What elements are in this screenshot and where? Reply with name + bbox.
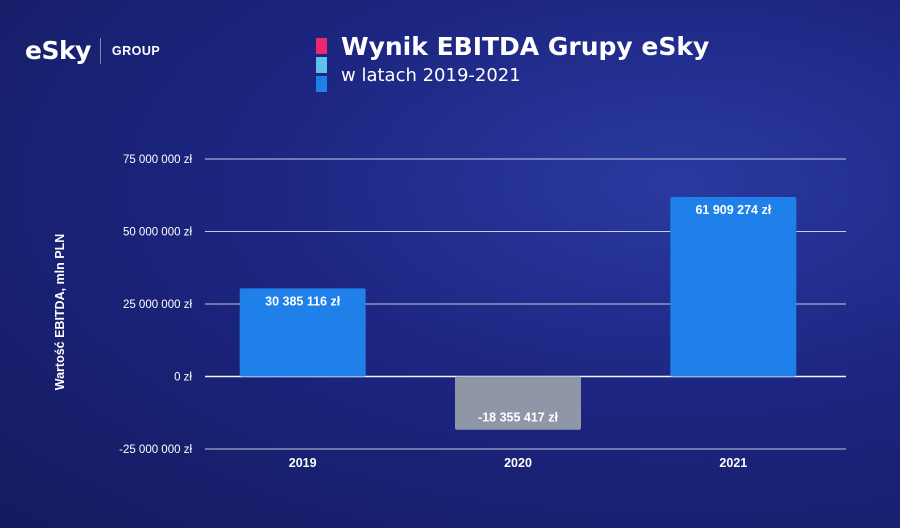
x-tick-label: 2021 — [719, 456, 747, 470]
data-label: 30 385 116 zł — [265, 294, 341, 308]
esky-logo: eSky GROUP — [25, 36, 160, 65]
title-block: Wynik EBITDA Grupy eSky w latach 2019-20… — [316, 32, 709, 95]
accent-bar-pink — [316, 38, 327, 54]
title-accent-bars — [316, 38, 327, 95]
chart-title: Wynik EBITDA Grupy eSky — [341, 32, 710, 61]
x-tick-label: 2019 — [289, 456, 317, 470]
bar-2019 — [239, 288, 366, 377]
y-tick-label: -25 000 000 zł — [119, 444, 192, 456]
logo-group-label: GROUP — [111, 43, 161, 58]
x-tick-label: 2020 — [504, 456, 532, 470]
chart-subtitle: w latach 2019-2021 — [341, 65, 521, 86]
accent-bar-blue — [316, 76, 327, 92]
data-label: 61 909 274 zł — [695, 203, 771, 217]
accent-bar-light-blue — [316, 57, 327, 73]
logo-wordmark: eSky — [25, 36, 91, 65]
y-tick-label: 50 000 000 zł — [123, 227, 193, 239]
logo-divider — [99, 37, 101, 64]
data-label: -18 355 417 zł — [478, 411, 558, 425]
bar-2021 — [670, 196, 797, 377]
y-tick-label: 25 000 000 zł — [123, 299, 193, 311]
y-tick-label: 0 zł — [174, 372, 192, 384]
y-tick-label: 75 000 000 zł — [123, 154, 193, 166]
bar-2020 — [455, 376, 581, 430]
